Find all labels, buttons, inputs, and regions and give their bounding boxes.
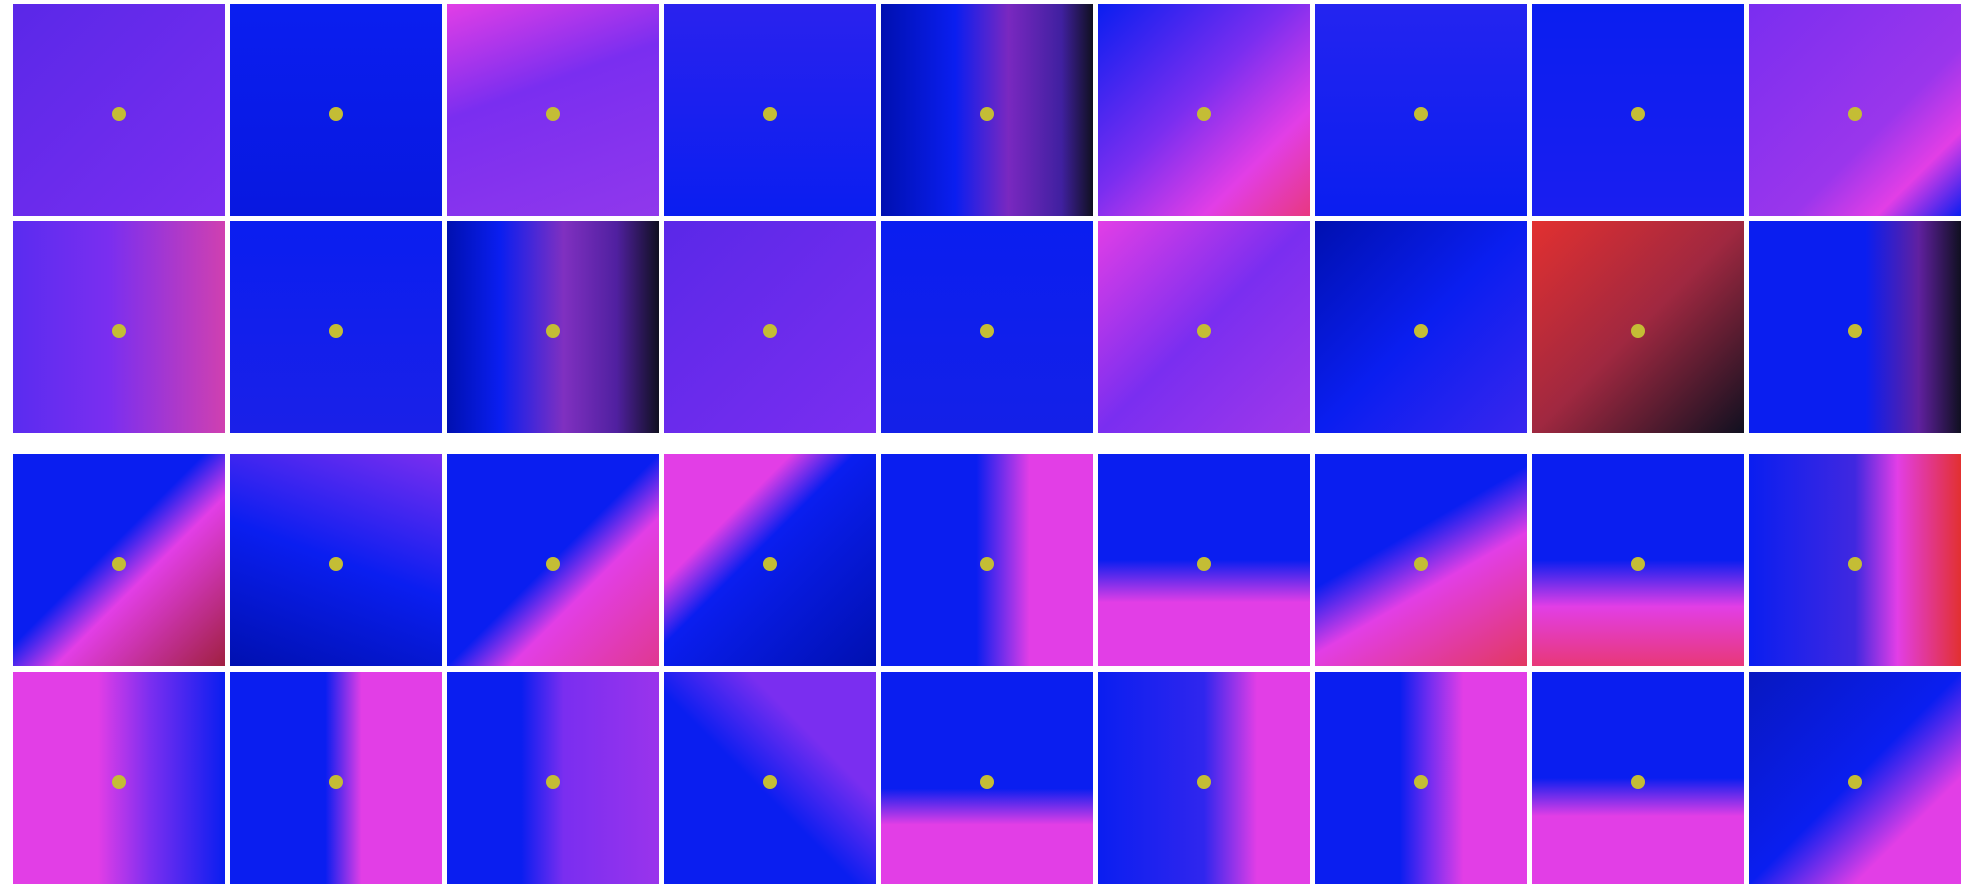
center-dot <box>763 775 777 789</box>
center-dot <box>980 107 994 121</box>
image-tile <box>1532 454 1744 666</box>
image-tile <box>1098 672 1310 884</box>
center-dot <box>980 557 994 571</box>
center-dot <box>112 775 126 789</box>
center-dot <box>1848 557 1862 571</box>
center-dot <box>329 775 343 789</box>
image-tile <box>1749 4 1961 216</box>
center-dot <box>1631 775 1645 789</box>
center-dot <box>1848 775 1862 789</box>
center-dot <box>1848 107 1862 121</box>
image-tile <box>664 221 876 433</box>
center-dot <box>763 324 777 338</box>
image-tile <box>447 221 659 433</box>
image-tile <box>881 4 1093 216</box>
image-tile <box>664 4 876 216</box>
center-dot <box>1197 107 1211 121</box>
center-dot <box>1197 324 1211 338</box>
center-dot <box>1414 775 1428 789</box>
image-tile <box>1315 4 1527 216</box>
image-tile <box>664 454 876 666</box>
image-tile <box>230 672 442 884</box>
center-dot <box>1414 107 1428 121</box>
center-dot <box>329 324 343 338</box>
image-tile <box>1315 672 1527 884</box>
center-dot <box>329 107 343 121</box>
center-dot <box>1197 557 1211 571</box>
image-tile <box>1532 4 1744 216</box>
image-tile <box>230 4 442 216</box>
center-dot <box>1631 107 1645 121</box>
center-dot <box>546 775 560 789</box>
center-dot <box>1631 557 1645 571</box>
center-dot <box>112 557 126 571</box>
image-tile <box>1098 221 1310 433</box>
image-tile <box>1532 221 1744 433</box>
image-tile <box>881 454 1093 666</box>
image-tile <box>230 454 442 666</box>
image-tile <box>13 454 225 666</box>
image-tile <box>1749 221 1961 433</box>
image-tile <box>1315 221 1527 433</box>
image-tile <box>881 672 1093 884</box>
image-tile <box>230 221 442 433</box>
center-dot <box>1414 324 1428 338</box>
center-dot <box>1848 324 1862 338</box>
center-dot <box>1631 324 1645 338</box>
image-tile <box>447 454 659 666</box>
image-tile <box>881 221 1093 433</box>
center-dot <box>980 775 994 789</box>
center-dot <box>1414 557 1428 571</box>
image-tile <box>1532 672 1744 884</box>
center-dot <box>980 324 994 338</box>
center-dot <box>763 107 777 121</box>
image-tile <box>13 4 225 216</box>
image-tile <box>13 672 225 884</box>
center-dot <box>546 557 560 571</box>
center-dot <box>1197 775 1211 789</box>
center-dot <box>763 557 777 571</box>
center-dot <box>329 557 343 571</box>
center-dot <box>112 107 126 121</box>
center-dot <box>546 107 560 121</box>
image-tile <box>1098 4 1310 216</box>
center-dot <box>112 324 126 338</box>
image-tile <box>1098 454 1310 666</box>
center-dot <box>546 324 560 338</box>
image-tile <box>1749 454 1961 666</box>
image-tile <box>664 672 876 884</box>
image-tile <box>13 221 225 433</box>
image-tile <box>1749 672 1961 884</box>
image-tile <box>447 4 659 216</box>
image-tile <box>1315 454 1527 666</box>
image-tile <box>447 672 659 884</box>
